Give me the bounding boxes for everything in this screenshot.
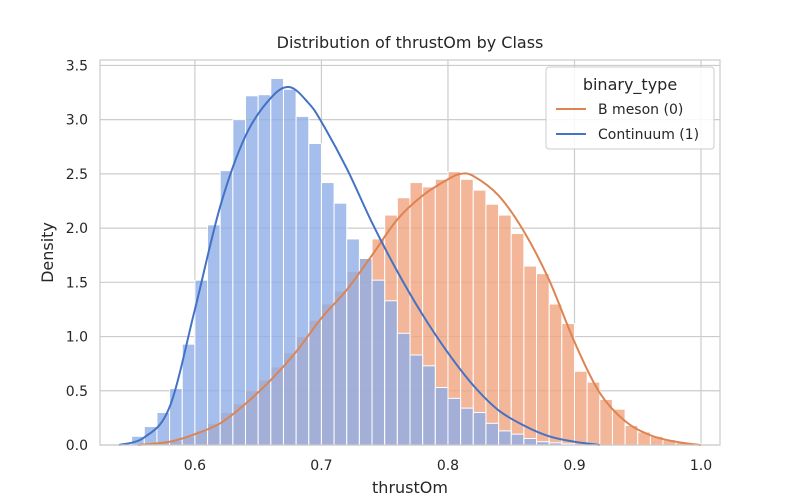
histogram-bar xyxy=(472,189,487,446)
x-tick-label: 0.7 xyxy=(310,458,332,474)
histogram-bar xyxy=(536,273,550,446)
histogram-bar xyxy=(510,233,525,446)
histogram-bar xyxy=(358,257,373,446)
histogram-bar xyxy=(447,397,462,446)
legend-title: binary_type xyxy=(583,75,677,95)
histogram-bar xyxy=(232,119,247,446)
histogram-bar xyxy=(523,437,538,446)
legend-entry-label: B meson (0) xyxy=(598,102,683,118)
legend-box xyxy=(545,66,715,150)
kde-curves xyxy=(118,85,702,446)
histogram-bar xyxy=(333,202,348,446)
x-tick-label: 0.8 xyxy=(437,458,459,474)
legend-entries: B meson (0) Continuum (1) xyxy=(556,102,699,143)
histogram-bar xyxy=(156,411,171,446)
x-axis-label: thrustOm xyxy=(372,478,448,497)
histogram-bar xyxy=(169,388,183,446)
x-tick-label: 1.0 xyxy=(690,458,712,474)
kde-curve-series-1 xyxy=(118,85,600,446)
histogram-bar xyxy=(422,365,436,446)
legend-entry-label: Continuum (1) xyxy=(598,127,699,143)
histogram-bar xyxy=(485,422,500,446)
tick-labels: 0.6 0.7 0.8 0.9 1.0 0.0 0.5 1.0 1.5 2.0 2.5 3.0 3.5 xyxy=(66,58,712,474)
chart-title: Distribution of thrustOm by Class xyxy=(277,33,544,52)
histogram-bar xyxy=(510,433,525,446)
legend: binary_type B meson (0) Continuum (1) xyxy=(545,66,715,150)
histogram-bar xyxy=(257,94,272,446)
y-tick-label: 2.5 xyxy=(66,167,88,183)
histogram-bar xyxy=(181,343,196,446)
kde-curve-series-0 xyxy=(137,172,702,446)
y-axis-label: Density xyxy=(38,222,57,283)
histogram-bar xyxy=(548,303,563,446)
histogram-bar xyxy=(434,387,449,446)
histogram-bar xyxy=(498,430,512,446)
y-tick-label: 1.0 xyxy=(66,330,88,346)
histogram-bar xyxy=(219,170,234,446)
histogram-bar xyxy=(396,332,411,446)
y-tick-label: 0.0 xyxy=(66,438,88,454)
histogram-bar xyxy=(561,323,575,446)
x-tick-label: 0.6 xyxy=(184,458,206,474)
histogram-bar xyxy=(282,88,297,446)
histogram-bar xyxy=(573,370,588,446)
y-tick-label: 1.5 xyxy=(66,275,88,291)
histogram-bar xyxy=(523,265,538,446)
histogram-bar xyxy=(245,95,259,446)
histogram-bar xyxy=(295,115,310,446)
histogram-bar xyxy=(270,77,284,446)
histogram-bar xyxy=(308,143,322,446)
x-tick-label: 0.9 xyxy=(563,458,585,474)
histogram-bar xyxy=(460,178,474,446)
histogram-bar xyxy=(346,238,360,446)
y-tick-label: 3.5 xyxy=(66,58,88,74)
y-tick-label: 0.5 xyxy=(66,384,88,400)
plot-frame xyxy=(99,59,721,446)
histogram-bar xyxy=(320,182,335,446)
histogram-bar xyxy=(460,407,474,446)
y-tick-label: 2.0 xyxy=(66,221,88,237)
histogram-bar xyxy=(409,354,424,446)
histogram-bar xyxy=(371,279,386,446)
histogram-bar xyxy=(384,300,398,446)
histogram-bar xyxy=(207,224,221,446)
y-tick-label: 3.0 xyxy=(66,113,88,129)
histogram-bar xyxy=(472,411,487,446)
